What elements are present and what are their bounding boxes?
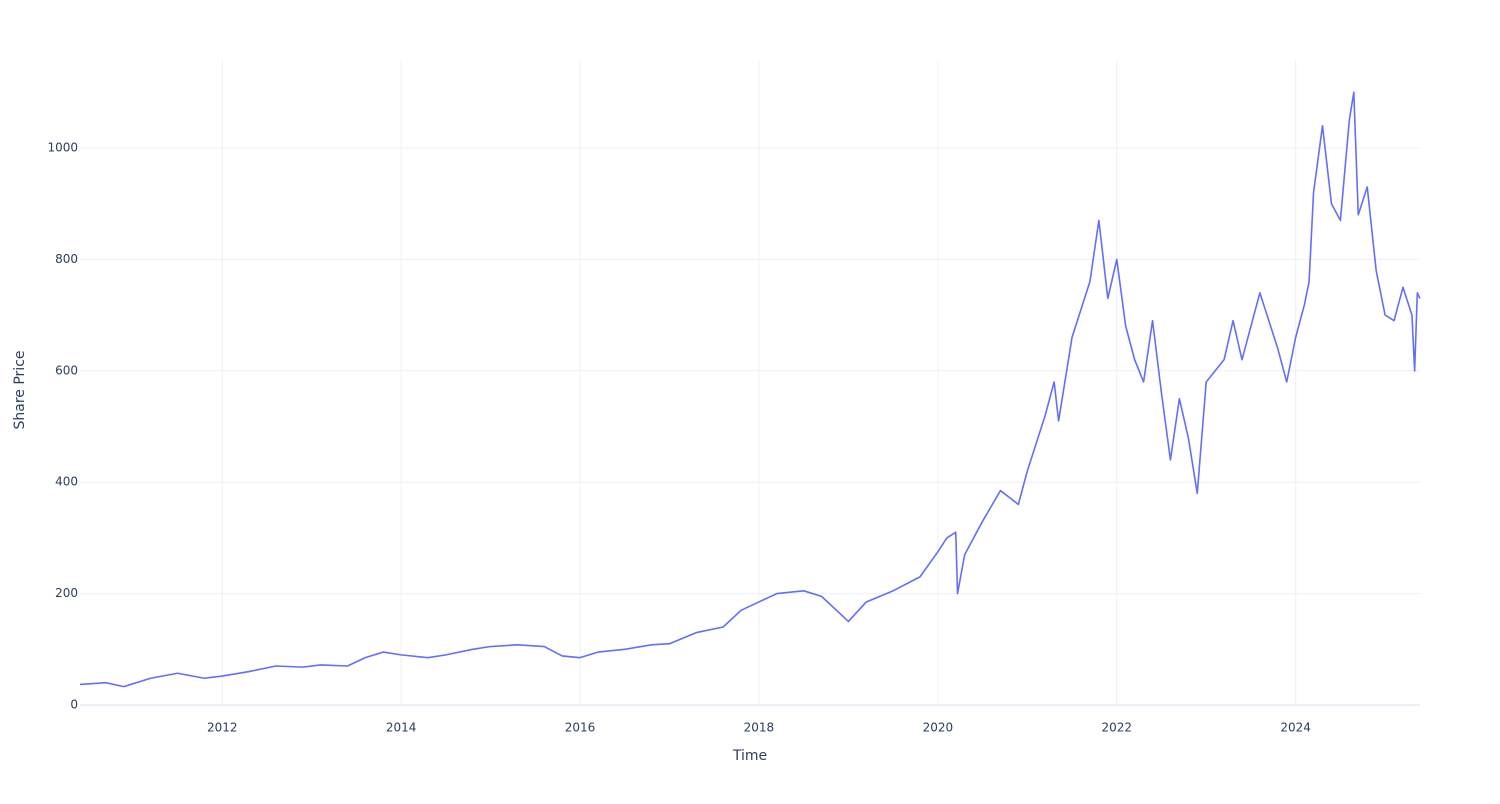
x-tick-label: 2012 — [207, 721, 238, 735]
x-tick-label: 2018 — [744, 721, 775, 735]
y-tick-label: 1000 — [47, 141, 78, 155]
x-tick-label: 2022 — [1101, 721, 1132, 735]
price-line — [79, 91, 1421, 688]
x-axis-title: Time — [732, 748, 767, 764]
y-tick-label: 600 — [55, 363, 78, 377]
x-tick-label: 2016 — [565, 721, 596, 735]
x-tick-label: 2020 — [923, 721, 954, 735]
y-tick-label: 800 — [55, 252, 78, 266]
y-tick-label: 0 — [70, 698, 78, 712]
x-tick-label: 2024 — [1280, 721, 1311, 735]
x-tick-label: 2014 — [386, 721, 417, 735]
y-tick-label: 200 — [55, 586, 78, 600]
y-axis-title: Share Price — [12, 350, 28, 429]
y-tick-label: 400 — [55, 475, 78, 489]
